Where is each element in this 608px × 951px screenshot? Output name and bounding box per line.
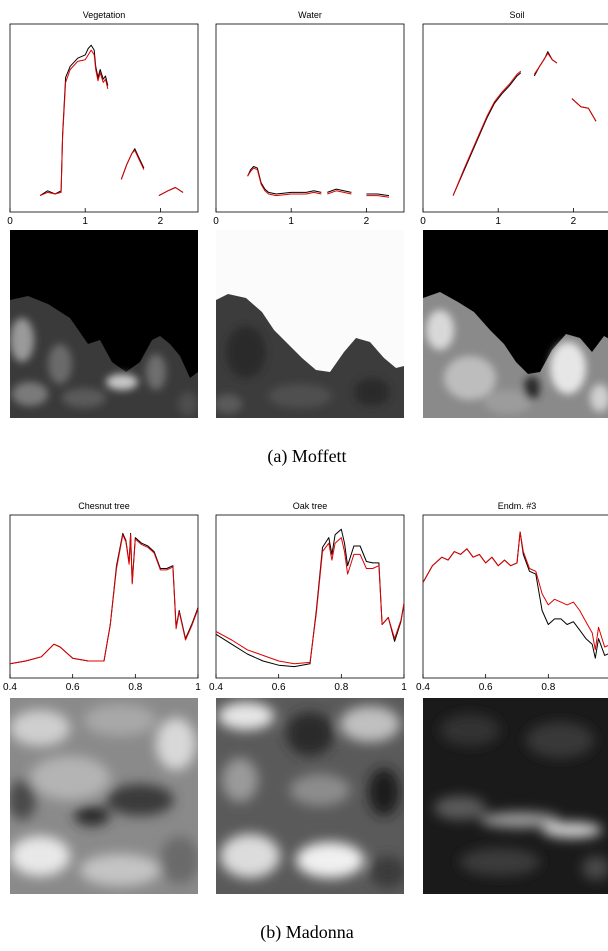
series-line-0-1-0: [39, 49, 109, 197]
abundance-image-soil: [423, 230, 608, 418]
x-tick-label: 0.8: [128, 682, 142, 693]
plot-series-oak-tree: [215, 528, 405, 668]
abundance-image-chesnut-tree: [10, 698, 198, 894]
plot-title-soil: Soil: [509, 10, 524, 20]
series-line-0-0-0: [39, 44, 109, 197]
x-tick-label: 0.6: [479, 682, 493, 693]
plot-frame-soil: [422, 23, 608, 213]
x-tick-label: 2: [364, 216, 370, 227]
series-line-2-0-0: [452, 72, 522, 196]
x-tick-label: 0.4: [3, 682, 17, 693]
x-tick-label: 1: [288, 216, 294, 227]
series-line-4-1-0: [215, 537, 405, 665]
abundance-image-oak-tree: [216, 698, 404, 894]
x-tick-label: 0.8: [334, 682, 348, 693]
series-line-3-1-0: [9, 534, 199, 665]
abundance-image-water: [216, 230, 404, 418]
x-tick-label: 0: [420, 216, 426, 227]
x-tick-label: 0.6: [66, 682, 80, 693]
plot-ticks-endm-3: 0.40.60.81: [416, 674, 556, 693]
series-line-4-0-0: [215, 528, 405, 668]
series-line-0-1-1: [120, 149, 145, 180]
plot-series-endm-3: [422, 531, 608, 659]
x-tick-label: 1: [495, 216, 501, 227]
x-tick-label: 0.8: [541, 682, 555, 693]
plot-ticks-oak-tree: 0.4 0.6 0.8 1: [209, 674, 407, 693]
plot-frame-vegetation: [9, 23, 199, 213]
series-line-5-0-0: [422, 531, 608, 659]
plot-series-chesnut-tree: [9, 532, 199, 665]
x-tick-label: 0: [7, 216, 13, 227]
x-tick-label: 1: [82, 216, 88, 227]
caption-moffett: (a) Moffett: [267, 446, 346, 467]
plot-title-endm-3: Endm. #3: [498, 501, 537, 511]
plot-frame-oak-tree: [215, 514, 405, 679]
abundance-image-vegetation: [10, 230, 198, 418]
series-line-0-0-2: [158, 187, 184, 197]
x-tick-label: 0: [213, 216, 219, 227]
x-tick-label: 1: [401, 682, 407, 693]
series-line-2-1-0: [452, 70, 522, 196]
x-tick-label: 2: [158, 216, 164, 227]
series-line-3-0-0: [9, 532, 199, 665]
plot-title-oak-tree: Oak tree: [293, 501, 328, 511]
series-line-2-1-1: [533, 52, 558, 75]
series-line-5-1-0: [422, 531, 608, 651]
series-line-1-0-0: [247, 166, 322, 195]
abundance-image-endm-3: [423, 698, 608, 894]
plot-title-water: Water: [298, 10, 322, 20]
series-line-2-0-1: [533, 51, 558, 77]
series-line-1-0-1: [327, 188, 352, 193]
series-line-1-1-1: [327, 190, 352, 195]
x-tick-label: 0.6: [272, 682, 286, 693]
x-tick-label: 0.4: [209, 682, 223, 693]
x-tick-label: 2: [571, 216, 577, 227]
plot-series-water: [247, 166, 390, 198]
plot-series-vegetation: [39, 44, 184, 197]
x-tick-label: 0.4: [416, 682, 430, 693]
series-line-0-1-2: [158, 187, 184, 197]
x-tick-label: 1: [195, 682, 201, 693]
plot-title-vegetation: Vegetation: [83, 10, 126, 20]
caption-madonna: (b) Madonna: [260, 922, 353, 943]
plot-frame-endm-3: [422, 514, 608, 679]
plot-frame-water: [215, 23, 405, 213]
plot-ticks-chesnut-tree: 0.4 0.6 0.8 1: [3, 674, 201, 693]
plot-frame-chesnut-tree: [9, 514, 199, 679]
plot-ticks-vegetation: 0 1 2: [7, 208, 164, 227]
series-line-1-1-2: [366, 195, 390, 198]
series-line-2-1-2: [571, 98, 597, 122]
plot-ticks-soil: 0 1 2: [420, 208, 577, 227]
plot-ticks-water: 0 1 2: [213, 208, 370, 227]
plot-title-chesnut-tree: Chesnut tree: [78, 501, 130, 511]
plot-series-soil: [452, 51, 597, 196]
series-line-1-1-0: [247, 167, 322, 197]
series-line-1-0-2: [366, 193, 390, 197]
